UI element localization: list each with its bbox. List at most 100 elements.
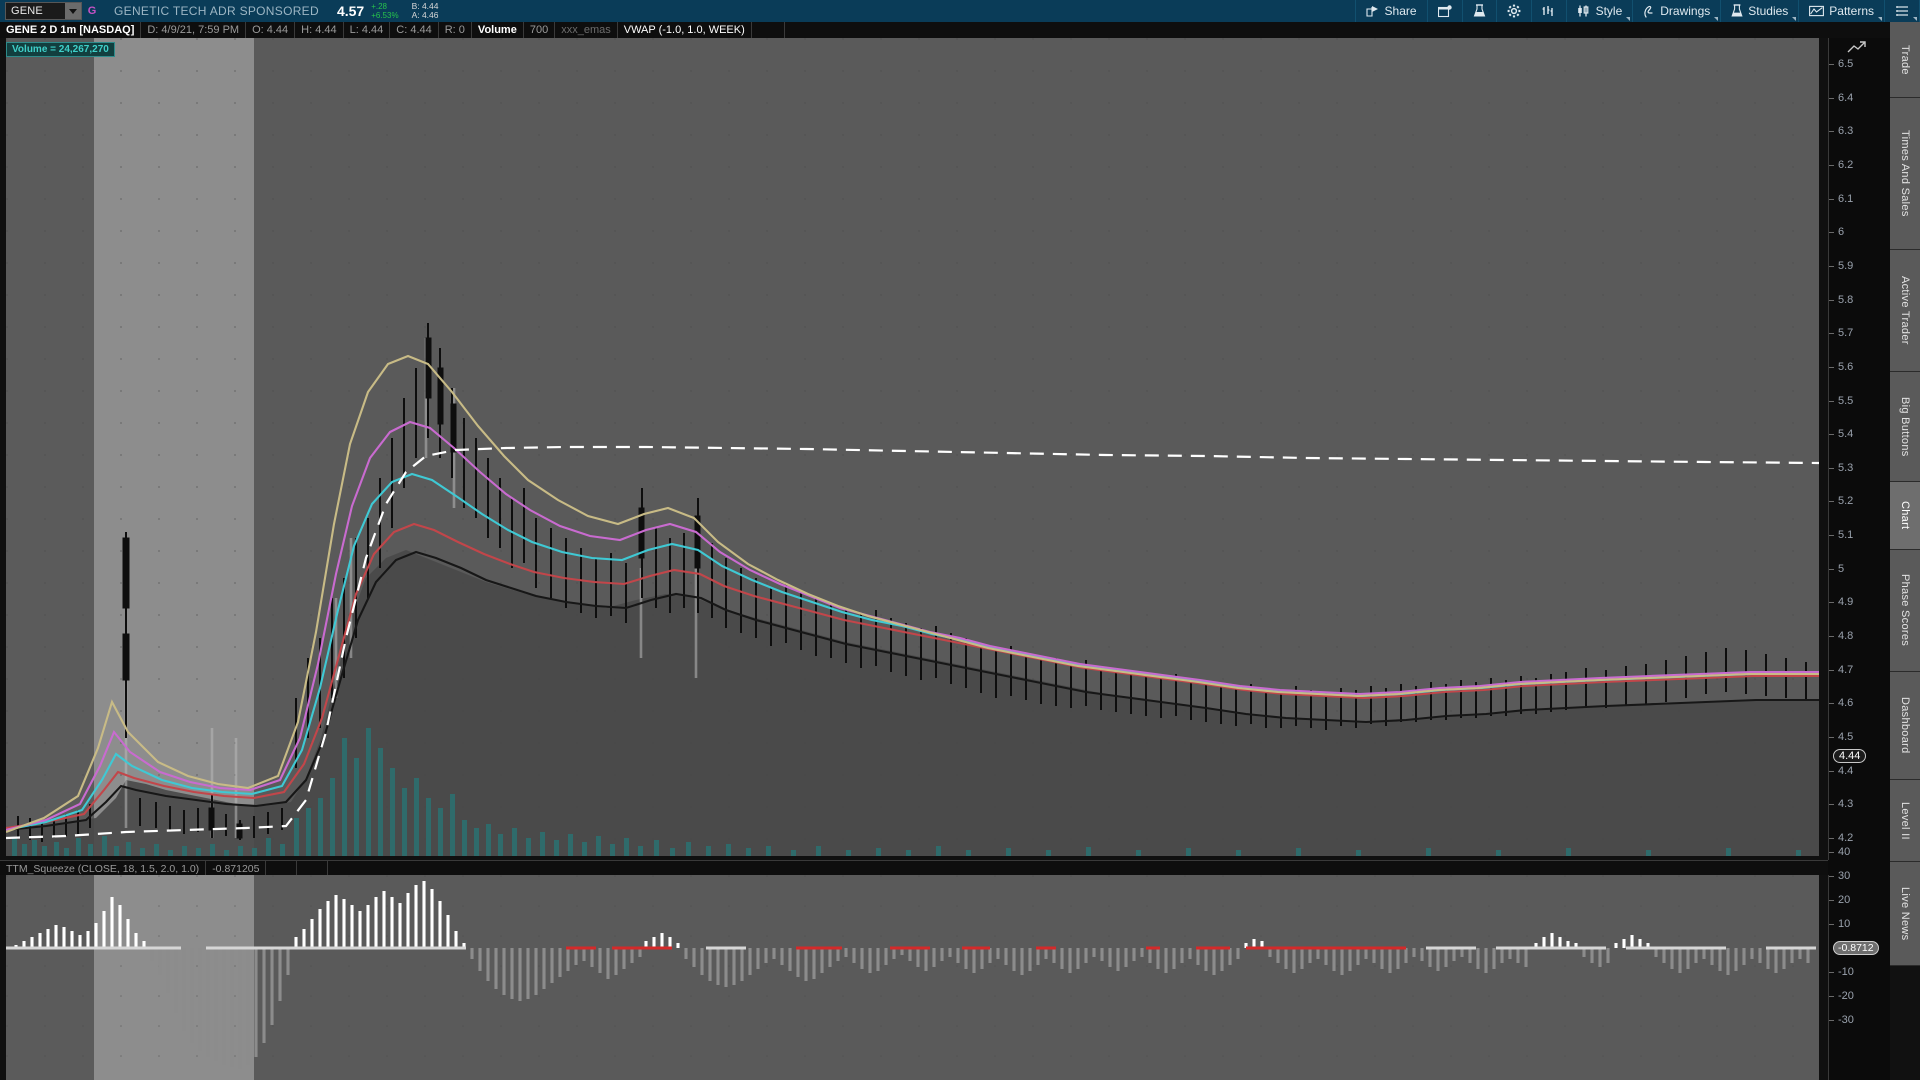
ask-value: A: 4.46 xyxy=(411,10,439,20)
vwap-dashed-line xyxy=(6,445,1819,840)
studies-button[interactable]: Studies xyxy=(1720,0,1798,22)
price-tick-mark xyxy=(1829,636,1834,638)
sidebar-item-live-news[interactable]: Live News xyxy=(1890,862,1920,966)
ttm-value-axis[interactable]: 40 30 20 10 -10 -20 -30 -0.8712 xyxy=(1828,846,1891,1080)
ttm-tick-label: -20 xyxy=(1838,990,1854,1002)
patterns-icon xyxy=(1809,5,1825,17)
price-tick-mark xyxy=(1829,434,1834,436)
sidebar-item-active-trader[interactable]: Active Trader xyxy=(1890,250,1920,372)
ttm-tick-mark xyxy=(1829,972,1834,973)
studies-label: Studies xyxy=(1748,4,1789,18)
info-study-vwap[interactable]: VWAP (-1.0, 1.0, WEEK) xyxy=(618,22,752,38)
ttm-tick-label: 30 xyxy=(1838,870,1851,882)
price-plot-area[interactable] xyxy=(6,38,1819,856)
sidebar-item-chart[interactable]: Chart xyxy=(1890,482,1920,550)
price-tick-mark xyxy=(1829,501,1834,503)
price-tick-label: 5.6 xyxy=(1838,360,1854,373)
price-tick-label: 4.7 xyxy=(1838,663,1854,676)
style-label: Style xyxy=(1595,4,1623,18)
sidebar-item-level-ii[interactable]: Level II xyxy=(1890,780,1920,862)
menu-button[interactable] xyxy=(1884,0,1920,22)
ttm-tick-mark xyxy=(1829,996,1834,997)
info-study-emas[interactable]: xxx_emas xyxy=(555,22,618,38)
calendar-alert-button[interactable] xyxy=(1426,0,1462,22)
sidebar-item-trade[interactable]: Trade xyxy=(1890,22,1920,98)
info-volume-value: 700 xyxy=(524,22,556,38)
share-icon xyxy=(1365,6,1378,17)
info-title[interactable]: GENE 2 D 1m [NASDAQ] xyxy=(0,22,142,38)
ttm-squeeze-dots xyxy=(6,946,1816,950)
price-tick-mark xyxy=(1829,737,1834,739)
style-button[interactable]: Style xyxy=(1565,0,1633,22)
price-tick-mark xyxy=(1829,131,1834,133)
ema-line-khaki xyxy=(6,354,1819,833)
bid-value: B: 4.44 xyxy=(411,1,439,11)
flask-button[interactable] xyxy=(1461,0,1496,22)
drawings-button[interactable]: Drawings xyxy=(1632,0,1720,22)
ttm-tick-label: 20 xyxy=(1838,894,1851,906)
ttm-squeeze-svg xyxy=(6,875,1819,1080)
ttm-histogram-negative xyxy=(150,948,1810,1069)
ttm-plot-area[interactable] xyxy=(6,875,1819,1080)
symbol-group: GENE G xyxy=(5,2,98,20)
price-tick-label: 4.2 xyxy=(1838,832,1854,844)
info-low: L: 4.44 xyxy=(344,22,391,38)
symbol-dropdown-button[interactable] xyxy=(65,3,81,19)
price-tick-mark xyxy=(1829,602,1834,604)
drawings-caret-icon xyxy=(1714,17,1719,21)
current-price-marker: 4.44 xyxy=(1833,748,1867,763)
studies-icon xyxy=(1731,4,1743,17)
symbol-flag-icon[interactable]: G xyxy=(87,5,97,17)
ttm-tick-label: 10 xyxy=(1838,918,1851,930)
price-chart-svg xyxy=(6,38,1819,856)
price-change-group: +.28 +6.53% xyxy=(371,2,398,20)
chart-type-button[interactable] xyxy=(1530,0,1566,22)
share-label: Share xyxy=(1384,4,1417,18)
right-sidebar[interactable]: Trade Times And Sales Active Trader Big But… xyxy=(1890,22,1920,1080)
change-absolute: +.28 xyxy=(371,2,387,11)
sidebar-item-dashboard[interactable]: Dashboard xyxy=(1890,672,1920,780)
price-tick-mark xyxy=(1829,535,1834,537)
volume-total-badge: Volume = 24,267,270 xyxy=(6,42,115,57)
price-tick-mark xyxy=(1829,804,1834,806)
ttm-tick-mark xyxy=(1829,924,1834,925)
price-tick-mark xyxy=(1829,366,1834,368)
drawings-label: Drawings xyxy=(1660,4,1711,18)
price-axis[interactable]: 6.5 6.4 6.3 6.2 6.1 6 5.9 5.8 5.7 5.6 5.5 5.4 5.3 5.2… xyxy=(1828,38,1891,860)
ma-cloud-area xyxy=(6,550,1819,856)
patterns-button[interactable]: Patterns xyxy=(1798,0,1884,22)
sidebar-item-times-and-sales[interactable]: Times And Sales xyxy=(1890,98,1920,250)
ema-line-magenta xyxy=(6,420,1819,832)
sidebar-item-big-buttons[interactable]: Big Buttons xyxy=(1890,372,1920,482)
share-button[interactable]: Share xyxy=(1354,0,1427,22)
price-tick-mark xyxy=(1829,232,1834,234)
chart-info-bar: GENE 2 D 1m [NASDAQ] D: 4/9/21, 7:59 PM … xyxy=(0,22,1920,39)
price-tick-mark xyxy=(1829,838,1834,839)
price-tick-label: 5.3 xyxy=(1838,461,1854,474)
ttm-squeeze-panel[interactable] xyxy=(0,875,1828,1080)
ttm-tick-label: -30 xyxy=(1838,1014,1854,1026)
price-tick-label: 6.4 xyxy=(1838,91,1854,104)
price-tick-label: 6 xyxy=(1838,226,1845,239)
price-tick-label: 6.5 xyxy=(1838,58,1854,70)
ttm-spacer-1 xyxy=(266,861,298,876)
info-open: O: 4.44 xyxy=(246,22,296,38)
price-tick-label: 5 xyxy=(1838,562,1845,575)
ttm-title[interactable]: TTM_Squeeze (CLOSE, 18, 1.5, 2.0, 1.0) xyxy=(0,861,207,876)
menu-caret-icon xyxy=(1913,17,1917,21)
price-tick-mark xyxy=(1829,299,1834,301)
price-chart-panel[interactable]: Volume = 24,267,270 xyxy=(0,38,1828,860)
price-tick-label: 5.4 xyxy=(1838,428,1854,441)
price-tick-label: 4.5 xyxy=(1838,731,1854,744)
company-name: GENETIC TECH ADR SPONSORED xyxy=(114,4,319,18)
settings-button[interactable] xyxy=(1495,0,1531,22)
price-tick-mark xyxy=(1829,333,1834,335)
ttm-tick-label: 40 xyxy=(1838,846,1851,858)
top-toolbar: GENE G GENETIC TECH ADR SPONSORED 4.57 +… xyxy=(0,0,1920,23)
sidebar-item-phase-scores[interactable]: Phase Scores xyxy=(1890,550,1920,672)
price-tick-label: 6.1 xyxy=(1838,192,1854,205)
info-range: R: 0 xyxy=(439,22,472,38)
info-spacer xyxy=(752,22,785,38)
symbol-input[interactable]: GENE xyxy=(5,2,82,20)
